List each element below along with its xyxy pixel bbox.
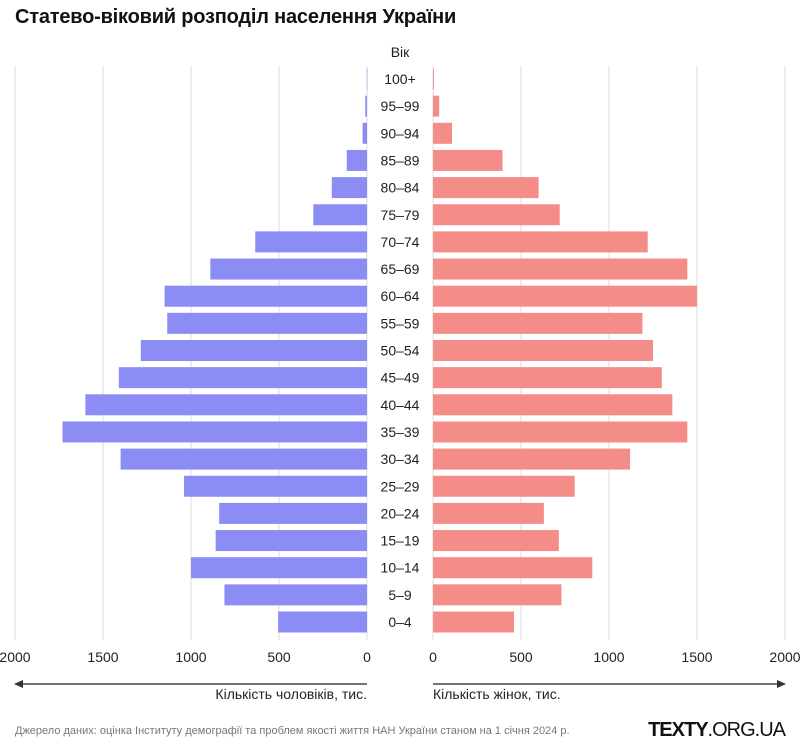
age-group-label: 30–34 <box>381 451 420 467</box>
bar-women <box>433 448 631 470</box>
bar-men <box>140 340 367 361</box>
x-axis-label-men: Кількість чоловіків, тис. <box>215 686 367 702</box>
age-group-label: 90–94 <box>381 125 420 141</box>
bar-women <box>433 367 662 389</box>
age-group-label: 35–39 <box>381 424 420 440</box>
bars <box>62 68 697 633</box>
age-group-label: 10–14 <box>381 560 420 576</box>
chart-title: Статево-віковий розподіл населення Украї… <box>15 6 457 28</box>
age-group-label: 80–84 <box>381 180 420 196</box>
age-group-label: 55–59 <box>381 315 420 331</box>
y-axis-title: Вік <box>391 44 410 60</box>
bar-men <box>331 177 367 199</box>
bar-men <box>167 312 367 334</box>
age-group-label: 20–24 <box>381 505 420 521</box>
x-tick-label-right: 2000 <box>769 649 800 665</box>
bar-women <box>433 584 562 606</box>
bar-women <box>433 312 643 334</box>
bar-men <box>255 231 367 253</box>
bar-men <box>118 367 367 389</box>
right-axis-arrow <box>433 680 786 688</box>
x-tick-label-left: 1500 <box>87 649 118 665</box>
bar-men <box>183 475 367 497</box>
x-axis-label-women: Кількість жінок, тис. <box>433 686 561 702</box>
bar-men <box>346 149 367 171</box>
bar-women <box>433 394 673 416</box>
arrow-left-icon <box>14 680 23 688</box>
x-tick-label-left: 2000 <box>0 649 31 665</box>
x-tick-label-right: 0 <box>429 649 437 665</box>
bar-men <box>224 584 367 606</box>
brand-logo[interactable]: TEXTY.ORG.UA <box>648 719 786 742</box>
bar-women <box>433 258 688 280</box>
age-group-label: 0–4 <box>388 614 412 630</box>
age-group-label: 40–44 <box>381 397 420 413</box>
x-tick-label-left: 500 <box>267 649 291 665</box>
bar-women <box>433 475 575 497</box>
bar-men <box>120 448 367 470</box>
bar-women <box>433 204 560 226</box>
age-group-label: 75–79 <box>381 207 420 223</box>
age-group-label: 50–54 <box>381 343 420 359</box>
age-group-label: 85–89 <box>381 152 420 168</box>
age-group-label: 25–29 <box>381 478 420 494</box>
x-tick-label-left: 1000 <box>175 649 206 665</box>
bar-women <box>433 611 514 633</box>
arrow-right-icon <box>777 680 786 688</box>
x-tick-label-right: 500 <box>509 649 533 665</box>
age-group-label: 95–99 <box>381 98 420 114</box>
bar-men <box>365 95 367 117</box>
bar-women <box>433 340 653 361</box>
bar-women <box>433 530 559 552</box>
bar-women <box>433 557 593 579</box>
age-group-label: 15–19 <box>381 533 420 549</box>
age-group-label: 70–74 <box>381 234 420 250</box>
brand-bold: TEXTY <box>648 719 708 741</box>
x-tick-label-right: 1500 <box>681 649 712 665</box>
bar-men <box>278 611 367 633</box>
bar-women <box>433 502 544 524</box>
bar-women <box>433 231 648 253</box>
bar-men <box>164 285 367 307</box>
age-group-label: 60–64 <box>381 288 420 304</box>
age-group-label: 5–9 <box>388 587 412 603</box>
bar-men <box>313 204 367 226</box>
bar-women <box>433 149 503 171</box>
x-tick-labels: 0 0 500 500 1000 1000 1500 1500 2000 2000 <box>0 649 800 665</box>
left-axis-arrow <box>14 680 367 688</box>
bar-men <box>85 394 368 416</box>
bar-men <box>62 421 368 443</box>
bar-women <box>433 122 453 144</box>
bar-men <box>191 557 367 579</box>
bar-women <box>433 95 440 117</box>
source-note: Джерело даних: оцінка Інституту демограф… <box>15 725 570 737</box>
bar-women <box>433 177 539 199</box>
bar-men <box>366 68 368 90</box>
bar-men <box>215 530 367 552</box>
age-group-label: 45–49 <box>381 370 420 386</box>
age-labels: 100+ 95–99 90–94 85–89 80–84 75–79 70–74 65–69 6… <box>381 71 420 630</box>
bar-women <box>433 421 688 443</box>
x-tick-label-right: 1000 <box>593 649 624 665</box>
bar-men <box>362 122 367 144</box>
brand-domain: .ORG.UA <box>707 719 786 741</box>
bar-men <box>210 258 367 280</box>
bar-men <box>219 502 367 524</box>
age-group-label: 100+ <box>384 71 416 87</box>
x-tick-label-left: 0 <box>363 649 371 665</box>
age-group-label: 65–69 <box>381 261 420 277</box>
bar-women <box>433 68 434 90</box>
bar-women <box>433 285 697 307</box>
